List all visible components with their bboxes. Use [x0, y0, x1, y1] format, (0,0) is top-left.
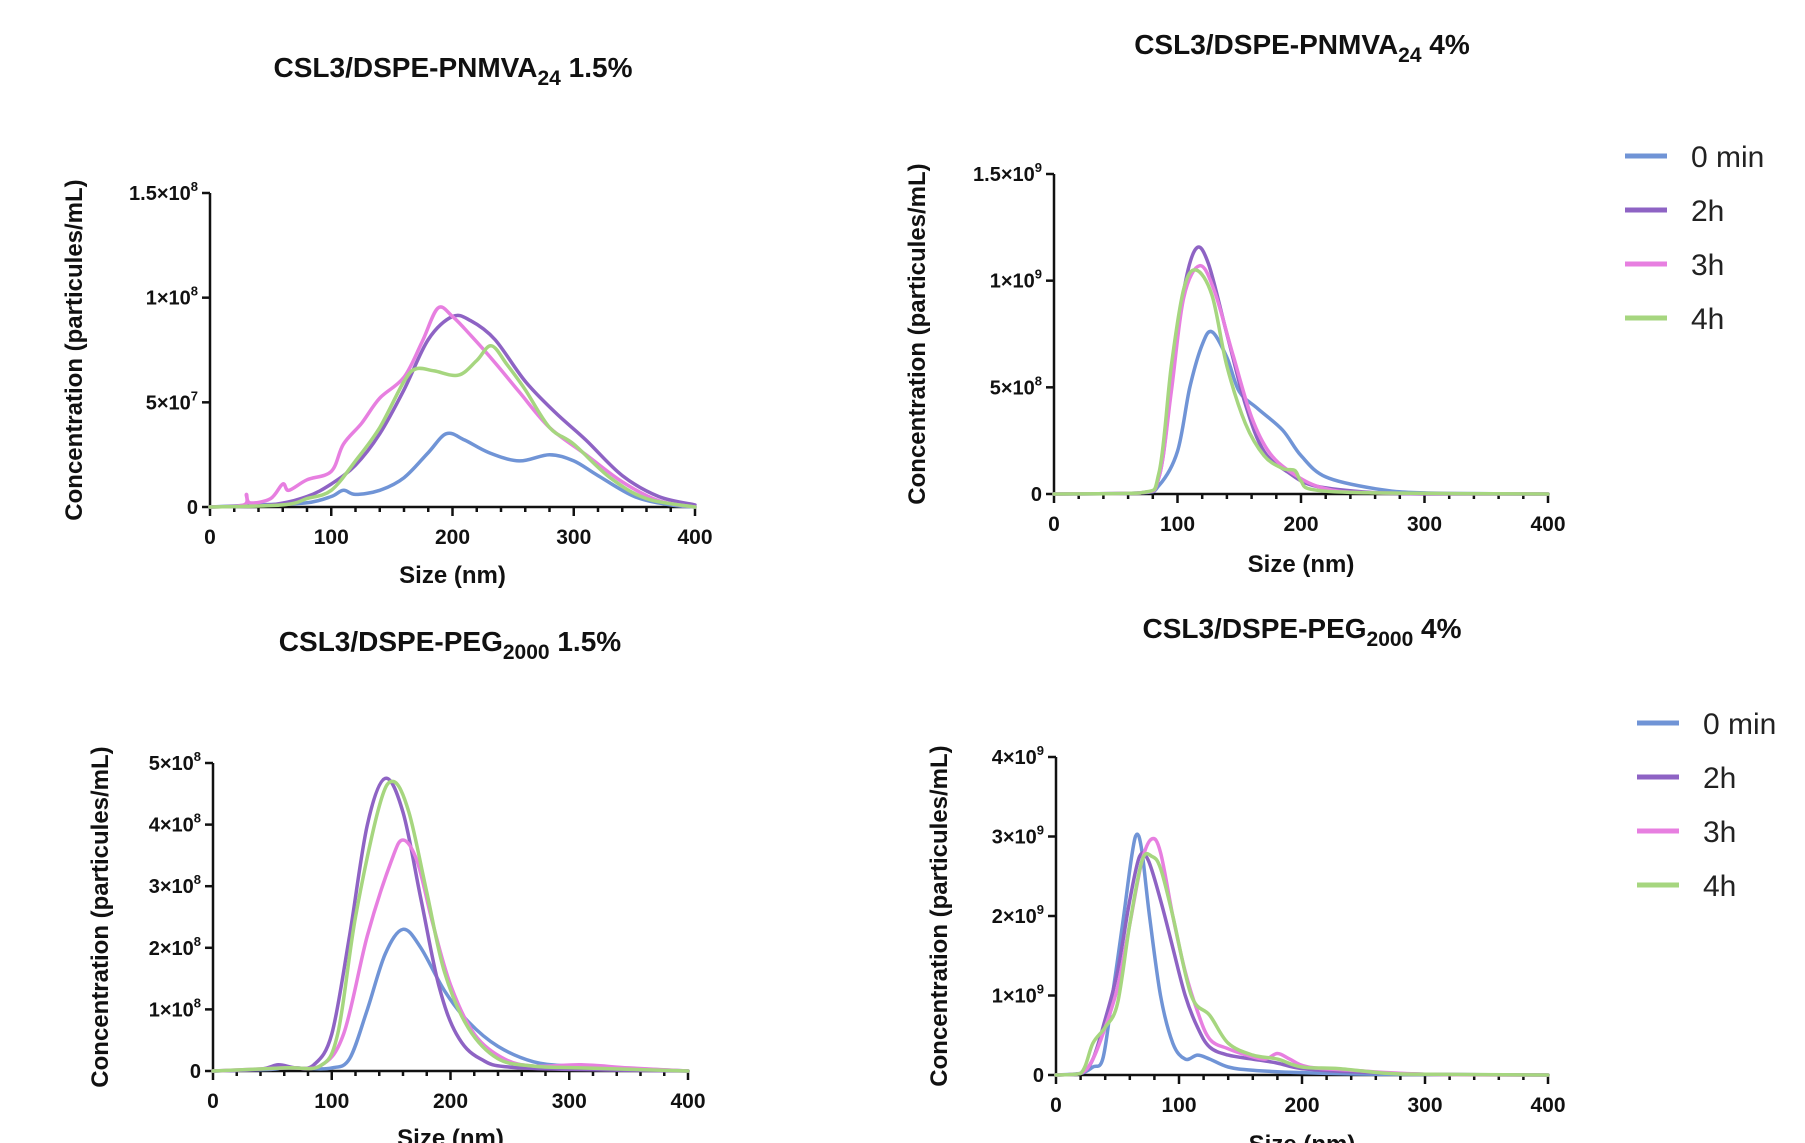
x-tick-label: 400: [670, 1090, 705, 1113]
y-tick-label: 2×108: [149, 934, 201, 960]
x-tick-label: 100: [1161, 1094, 1196, 1117]
legend-label: 2h: [1703, 762, 1736, 795]
legend-label: 3h: [1691, 249, 1724, 282]
x-tick-label: 400: [677, 526, 712, 549]
y-tick-label: 1×109: [992, 982, 1044, 1008]
x-tick-label: 300: [552, 1090, 587, 1113]
x-tick-label: 300: [556, 526, 591, 549]
legend-label: 4h: [1703, 870, 1736, 903]
chart-title: CSL3/DSPE-PEG2000 1.5%: [279, 626, 621, 664]
x-tick-label: 200: [435, 526, 470, 549]
y-tick-label: 3×109: [992, 823, 1044, 849]
y-tick-label: 4×109: [992, 743, 1044, 769]
y-tick-label: 5×107: [146, 388, 198, 414]
y-tick-label: 4×108: [149, 811, 201, 837]
y-tick-label: 3×108: [149, 872, 201, 898]
y-tick-label: 0: [190, 1061, 201, 1083]
x-tick-label: 0: [1048, 513, 1060, 536]
legend-label: 3h: [1703, 816, 1736, 849]
y-tick-label: 1×108: [146, 284, 198, 310]
chart-panel-1: CSL3/DSPE-PNMVA24 1.5% 0 100 200 300 400 0 5×10…: [61, 52, 713, 589]
x-axis-label: Size (nm): [1248, 551, 1355, 578]
y-tick-label: 0: [187, 497, 198, 519]
series-line-4h: [1054, 851, 1550, 1077]
x-tick-label: 400: [1530, 513, 1565, 536]
x-axis-label: Size (nm): [1249, 1131, 1356, 1143]
chart-title: CSL3/DSPE-PEG2000 4%: [1142, 613, 1461, 651]
x-tick-label: 300: [1407, 1094, 1442, 1117]
x-tick-label: 100: [314, 1090, 349, 1113]
y-tick-label: 5×108: [990, 373, 1042, 399]
x-tick-label: 100: [314, 526, 349, 549]
y-axis-label: Concentration (particules/mL): [87, 746, 114, 1087]
series-line-0-min: [1052, 329, 1550, 496]
y-tick-label: 1×108: [149, 995, 201, 1021]
legend-label: 2h: [1691, 195, 1724, 228]
x-tick-label: 200: [433, 1090, 468, 1113]
x-tick-label: 0: [1050, 1094, 1062, 1117]
chart-title: CSL3/DSPE-PNMVA24 4%: [1134, 29, 1470, 67]
legend-label: 0 min: [1691, 141, 1764, 174]
x-tick-label: 100: [1160, 513, 1195, 536]
legend-label: 4h: [1691, 303, 1724, 336]
legend-label: 0 min: [1703, 708, 1776, 741]
series-line-4h: [208, 344, 697, 509]
x-axis-label: Size (nm): [399, 562, 506, 589]
y-tick-label: 0: [1033, 1065, 1044, 1087]
series-line-4h: [211, 779, 690, 1073]
series-line-0-min: [1054, 832, 1550, 1077]
y-axis-label: Concentration (particules/mL): [904, 163, 931, 504]
x-axis-label: Size (nm): [397, 1125, 504, 1143]
y-tick-label: 1×109: [990, 267, 1042, 293]
x-tick-label: 0: [204, 526, 216, 549]
y-tick-label: 1.5×108: [129, 179, 198, 205]
series-line-4h: [1052, 268, 1550, 496]
y-axis-label: Concentration (particules/mL): [61, 179, 88, 520]
y-tick-label: 2×109: [992, 902, 1044, 928]
y-tick-label: 5×108: [149, 749, 201, 775]
chart-panel-3: CSL3/DSPE-PEG2000 1.5% 0 100 200 300 400 0 1×10…: [87, 626, 706, 1143]
x-tick-label: 200: [1284, 1094, 1319, 1117]
x-tick-label: 400: [1530, 1094, 1565, 1117]
chart-panel-2: CSL3/DSPE-PNMVA24 4% 0 100 200 300 400 0 5×108 1…: [904, 29, 1764, 578]
x-tick-label: 200: [1283, 513, 1318, 536]
x-tick-label: 0: [207, 1090, 219, 1113]
chart-title: CSL3/DSPE-PNMVA24 1.5%: [274, 52, 633, 90]
y-tick-label: 1.5×109: [973, 160, 1042, 186]
x-tick-label: 300: [1407, 513, 1442, 536]
chart-panel-4: CSL3/DSPE-PEG2000 4% 0 100 200 300 400 0 1×109 2…: [926, 613, 1776, 1143]
y-tick-label: 0: [1031, 484, 1042, 506]
series-line-0-min: [208, 431, 697, 509]
y-axis-label: Concentration (particules/mL): [926, 745, 953, 1086]
